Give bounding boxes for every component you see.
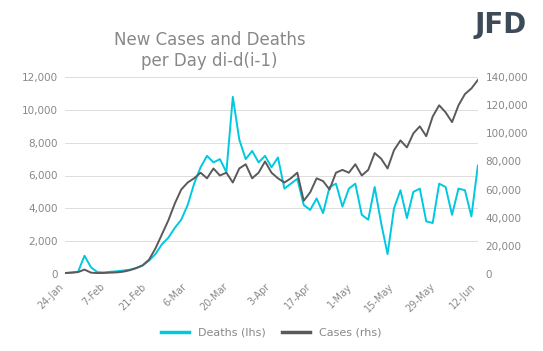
Legend: Deaths (lhs), Cases (rhs): Deaths (lhs), Cases (rhs) [157,323,386,342]
Title: New Cases and Deaths
per Day di-d(i-1): New Cases and Deaths per Day di-d(i-1) [114,31,305,70]
Text: JFD: JFD [475,11,527,39]
